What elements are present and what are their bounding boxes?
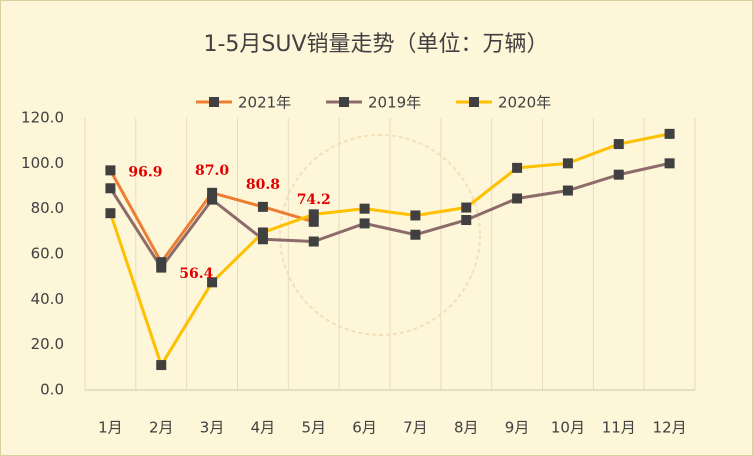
- data-marker: [359, 203, 370, 214]
- data-label: 96.9: [128, 164, 162, 180]
- data-marker: [257, 234, 268, 245]
- data-marker: [512, 193, 523, 204]
- y-tick-label: 80.0: [31, 199, 64, 217]
- data-marker: [257, 201, 268, 212]
- watermark: [279, 134, 481, 336]
- data-marker: [461, 202, 472, 213]
- y-tick-label: 40.0: [31, 290, 64, 308]
- x-tick-label: 12月: [653, 419, 687, 437]
- data-marker: [156, 360, 167, 371]
- data-marker: [512, 162, 523, 173]
- data-marker: [664, 128, 675, 139]
- legend-label: 2020年: [498, 94, 551, 112]
- data-label: 56.4: [179, 266, 213, 282]
- y-tick-label: 0.0: [40, 381, 64, 399]
- data-marker: [664, 158, 675, 169]
- x-tick-label: 1月: [98, 419, 123, 437]
- data-marker: [308, 236, 319, 247]
- series-line: [108, 132, 670, 369]
- data-label: 87.0: [195, 163, 229, 179]
- data-marker: [105, 165, 116, 176]
- x-tick-label: 7月: [403, 419, 428, 437]
- y-tick-label: 20.0: [31, 335, 64, 353]
- data-marker: [156, 262, 167, 273]
- x-tick-label: 11月: [602, 419, 636, 437]
- legend-marker: [469, 97, 479, 107]
- x-tick-label: 6月: [352, 419, 377, 437]
- x-tick-label: 3月: [200, 419, 225, 437]
- y-tick-label: 60.0: [31, 245, 64, 263]
- data-marker: [207, 277, 218, 288]
- legend-marker: [339, 97, 349, 107]
- data-marker: [308, 209, 319, 220]
- x-tick-label: 8月: [454, 419, 479, 437]
- data-marker: [207, 187, 218, 198]
- data-marker: [359, 218, 370, 229]
- legend-marker: [209, 97, 219, 107]
- data-marker: [562, 185, 573, 196]
- x-tick-label: 4月: [251, 419, 276, 437]
- legend-label: 2021年: [238, 94, 291, 112]
- y-tick-label: 120.0: [21, 109, 64, 127]
- data-marker: [105, 183, 116, 194]
- x-tick-label: 10月: [551, 419, 585, 437]
- chart-title: 1-5月SUV销量走势（单位：万辆）: [203, 32, 548, 57]
- data-marker: [308, 216, 319, 227]
- data-marker: [461, 215, 472, 225]
- data-marker: [613, 169, 624, 180]
- x-tick-label: 9月: [505, 419, 530, 437]
- y-tick-label: 100.0: [21, 154, 64, 172]
- data-label: 74.2: [297, 192, 331, 208]
- data-label: 80.8: [246, 177, 280, 193]
- data-marker: [257, 227, 268, 238]
- x-tick-label: 5月: [301, 419, 326, 437]
- x-tick-label: 2月: [149, 419, 174, 437]
- data-marker: [613, 139, 624, 150]
- legend-label: 2019年: [368, 94, 421, 112]
- data-marker: [410, 229, 421, 240]
- series-line: [109, 161, 670, 271]
- data-marker: [156, 257, 167, 268]
- data-marker: [207, 194, 218, 205]
- data-marker: [562, 158, 573, 169]
- data-marker: [105, 208, 116, 219]
- data-marker: [410, 210, 421, 221]
